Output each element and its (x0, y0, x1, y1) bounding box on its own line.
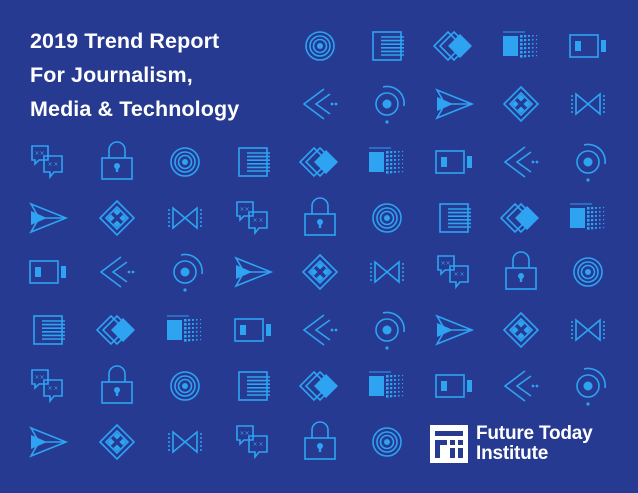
svg-text:×: × (244, 206, 249, 213)
logo-name-line-1: Future Today (476, 423, 593, 444)
svg-text:×: × (252, 217, 257, 224)
paper-plane-icon (234, 256, 274, 288)
layered-diamond-icon (298, 370, 338, 402)
svg-text:×: × (244, 430, 249, 437)
svg-text:×: × (47, 161, 52, 168)
svg-text:×: × (459, 271, 464, 278)
target-icon (372, 427, 402, 457)
bowtie-icon (168, 206, 202, 230)
padlock-icon (101, 365, 133, 404)
padlock-icon (101, 141, 133, 180)
report-title: 2019 Trend Report For Journalism, Media … (30, 24, 239, 126)
radar-dot-icon (173, 253, 203, 292)
paper-plane-icon (435, 88, 475, 120)
radar-dot-icon (576, 143, 606, 182)
battery-icon (435, 374, 472, 398)
svg-text:×: × (239, 430, 244, 437)
layered-diamond-icon (499, 202, 539, 234)
bowtie-icon (370, 260, 404, 284)
logo-wordmark: Future Today Institute (476, 424, 593, 464)
bowtie-icon (571, 92, 605, 116)
pixel-grid-icon (570, 203, 605, 230)
layered-diamond-icon (432, 30, 472, 62)
title-line-2: For Journalism, (30, 63, 193, 87)
chat-bubbles-icon: × ×× × (437, 255, 469, 290)
radar-dot-icon (375, 311, 405, 350)
pixel-grid-icon (369, 371, 404, 398)
radar-dot-icon (576, 367, 606, 406)
radar-dot-icon (375, 85, 405, 124)
target-icon (573, 257, 603, 287)
logo-name-line-2: Institute (476, 443, 549, 464)
svg-text:×: × (258, 217, 263, 224)
battery-icon (29, 260, 66, 284)
paper-plane-icon (29, 426, 69, 458)
svg-text:×: × (239, 206, 244, 213)
pixel-grid-icon (167, 315, 202, 342)
diamond-grid-icon (502, 85, 540, 123)
svg-text:×: × (258, 441, 263, 448)
svg-text:×: × (53, 161, 58, 168)
rewind-arrows-icon (302, 314, 338, 346)
layered-diamond-icon (298, 146, 338, 178)
document-lines-icon (238, 371, 270, 401)
diamond-grid-icon (98, 199, 136, 237)
chat-bubbles-icon: × ×× × (236, 425, 268, 460)
document-lines-icon (238, 147, 270, 177)
svg-text:×: × (252, 441, 257, 448)
paper-plane-icon (29, 202, 69, 234)
svg-text:×: × (445, 260, 450, 267)
padlock-icon (304, 421, 336, 460)
battery-icon (569, 34, 606, 58)
title-line-1: 2019 Trend Report (30, 29, 220, 53)
rewind-arrows-icon (503, 146, 539, 178)
svg-text:×: × (39, 374, 44, 381)
padlock-icon (304, 197, 336, 236)
svg-text:×: × (453, 271, 458, 278)
chat-bubbles-icon: × ×× × (236, 201, 268, 236)
rewind-arrows-icon (99, 256, 135, 288)
battery-icon (435, 150, 472, 174)
chat-bubbles-icon: × ×× × (31, 145, 63, 180)
svg-text:×: × (34, 150, 39, 157)
rewind-arrows-icon (302, 88, 338, 120)
svg-text:×: × (47, 385, 52, 392)
diamond-grid-icon (502, 311, 540, 349)
pixel-grid-icon (503, 31, 538, 58)
fti-logo-icon (430, 425, 468, 463)
document-lines-icon (33, 315, 65, 345)
bowtie-icon (571, 318, 605, 342)
layered-diamond-icon (95, 314, 135, 346)
svg-text:×: × (39, 150, 44, 157)
svg-text:×: × (440, 260, 445, 267)
svg-text:×: × (53, 385, 58, 392)
pixel-grid-icon (369, 147, 404, 174)
paper-plane-icon (435, 314, 475, 346)
document-lines-icon (439, 203, 471, 233)
rewind-arrows-icon (503, 370, 539, 402)
padlock-icon (505, 251, 537, 290)
target-icon (170, 147, 200, 177)
document-lines-icon (372, 31, 404, 61)
battery-icon (234, 318, 271, 342)
diamond-grid-icon (98, 423, 136, 461)
target-icon (372, 203, 402, 233)
svg-text:×: × (34, 374, 39, 381)
title-line-3: Media & Technology (30, 97, 240, 121)
chat-bubbles-icon: × ×× × (31, 369, 63, 404)
target-icon (305, 31, 335, 61)
target-icon (170, 371, 200, 401)
bowtie-icon (168, 430, 202, 454)
diamond-grid-icon (301, 253, 339, 291)
